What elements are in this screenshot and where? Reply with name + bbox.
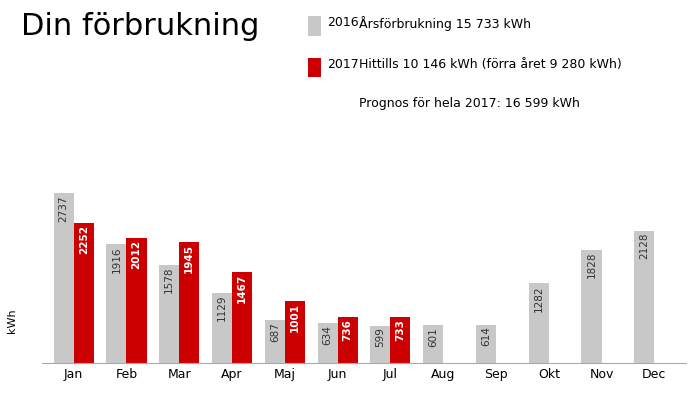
Text: Årsförbrukning 15 733 kWh: Årsförbrukning 15 733 kWh <box>359 16 531 31</box>
Text: 1916: 1916 <box>111 246 121 272</box>
Text: 1467: 1467 <box>237 274 247 303</box>
Bar <box>391 317 410 363</box>
Bar <box>106 244 127 363</box>
Text: 2252: 2252 <box>78 225 89 254</box>
Bar <box>74 223 94 363</box>
Text: 2016: 2016 <box>328 16 359 30</box>
Text: 2017: 2017 <box>328 58 359 71</box>
Text: 614: 614 <box>481 326 491 346</box>
Text: 2737: 2737 <box>59 195 69 222</box>
Text: 736: 736 <box>342 319 353 341</box>
Text: Prognos för hela 2017: 16 599 kWh: Prognos för hela 2017: 16 599 kWh <box>359 97 580 110</box>
Bar <box>423 325 443 363</box>
Bar <box>212 293 232 363</box>
Bar <box>159 265 179 363</box>
Text: 601: 601 <box>428 327 438 347</box>
Text: 599: 599 <box>375 328 386 347</box>
Bar <box>285 301 305 363</box>
Bar <box>337 317 358 363</box>
Bar <box>370 325 391 363</box>
Bar <box>127 238 146 363</box>
Text: 1282: 1282 <box>533 285 544 312</box>
Text: 634: 634 <box>323 325 332 345</box>
Bar <box>318 323 337 363</box>
Bar <box>179 242 200 363</box>
Bar <box>232 272 252 363</box>
Bar <box>54 193 74 363</box>
Text: 1828: 1828 <box>587 251 596 278</box>
Bar <box>265 320 285 363</box>
Text: Din förbrukning: Din förbrukning <box>21 12 260 41</box>
Text: 1578: 1578 <box>164 267 174 293</box>
Text: 733: 733 <box>395 319 405 341</box>
Text: Hittills 10 146 kWh (förra året 9 280 kWh): Hittills 10 146 kWh (förra året 9 280 kW… <box>359 58 622 71</box>
Text: 2012: 2012 <box>132 240 141 269</box>
Bar <box>528 283 549 363</box>
Text: 687: 687 <box>270 322 280 342</box>
Text: kWh: kWh <box>6 308 17 333</box>
Text: 2128: 2128 <box>639 233 650 260</box>
Bar <box>582 250 601 363</box>
Text: 1945: 1945 <box>184 244 195 273</box>
Bar <box>476 325 496 363</box>
Bar <box>634 231 655 363</box>
Text: 1129: 1129 <box>217 295 227 321</box>
Text: 1001: 1001 <box>290 302 300 332</box>
